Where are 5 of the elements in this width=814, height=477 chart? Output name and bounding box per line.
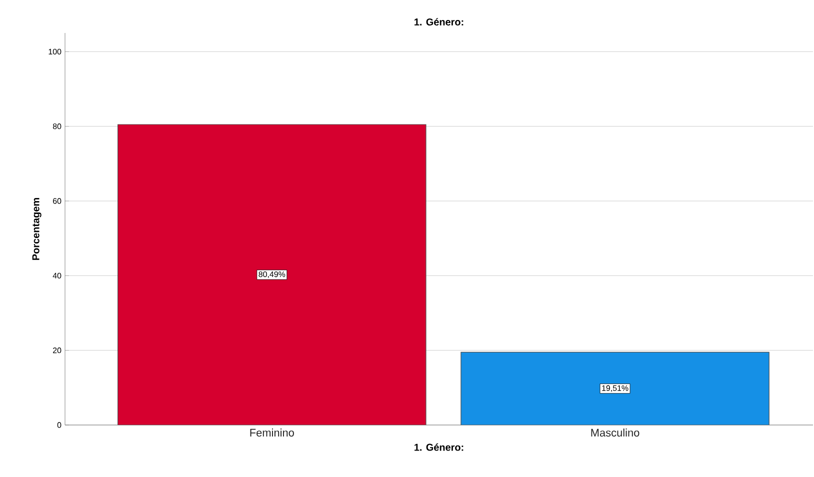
x-tick-label: Feminino [250,428,294,437]
x-axis-title: 1. Género: [414,443,464,451]
x-tick-label: Masculino [591,428,640,437]
y-axis-title: Porcentagem [32,198,42,260]
chart-title: 1. Género: [414,18,464,26]
